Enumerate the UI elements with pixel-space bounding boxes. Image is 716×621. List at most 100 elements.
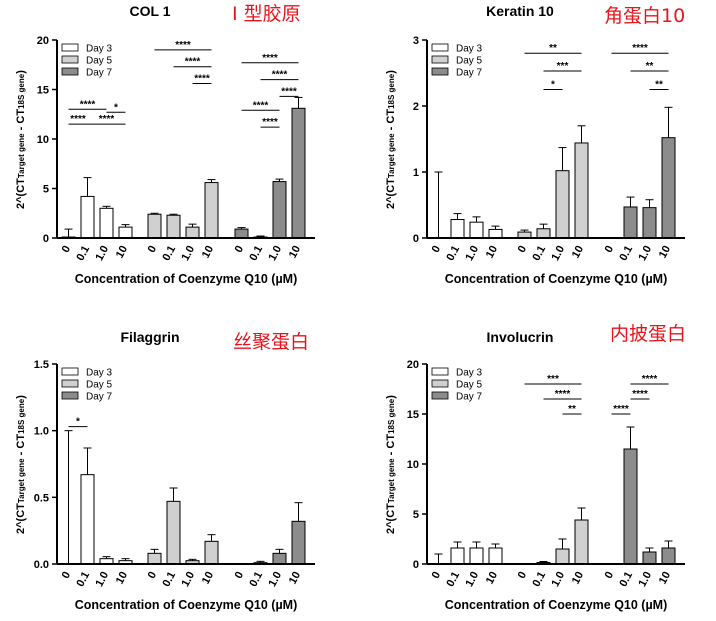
legend-swatch	[431, 367, 449, 376]
bar-day-7	[661, 137, 676, 239]
y-tick-label: 5	[413, 509, 419, 521]
y-tick-label: 0	[43, 233, 49, 245]
x-tick-label: 0.1	[444, 570, 462, 589]
y-tick-label: 10	[37, 134, 49, 146]
significance-label: ***	[557, 61, 569, 72]
bar-day-5	[147, 213, 162, 239]
y-tick-label: 0	[413, 559, 419, 571]
legend-label: Day 7	[86, 68, 113, 79]
bar-day-7	[272, 552, 287, 565]
y-tick-label: 1.5	[34, 359, 49, 371]
y-axis-label: 2^(CTTarget gene - CT18S gene)	[15, 70, 27, 209]
y-tick-label: 5	[43, 184, 49, 196]
chart-title-chinese: 内披蛋白	[610, 323, 686, 345]
y-axis-label-part: )	[15, 395, 27, 399]
bar-day-5	[204, 182, 219, 239]
x-tick-label: 0	[516, 570, 529, 581]
legend-label: Day 7	[456, 392, 483, 403]
significance-label: *	[551, 80, 555, 91]
significance-label: ****	[99, 114, 115, 125]
significance-label: ****	[272, 70, 288, 81]
x-tick-label: 0	[430, 244, 443, 255]
legend-swatch	[61, 367, 79, 376]
y-tick-label: 20	[37, 35, 49, 47]
bar-day-7	[642, 551, 657, 565]
y-axis-label-part: )	[385, 70, 397, 74]
bar-day-7	[661, 547, 676, 565]
x-tick-label: 0.1	[444, 244, 462, 263]
significance-label: ****	[175, 40, 191, 51]
bar-day-7	[234, 228, 249, 239]
x-tick-label: 0	[233, 244, 246, 255]
x-tick-label: 0	[146, 570, 159, 581]
chart-title: Filaggrin	[120, 329, 179, 345]
x-tick-label: 10	[657, 570, 673, 586]
legend-swatch	[61, 43, 79, 52]
x-tick-label: 0.1	[160, 570, 178, 589]
chart-title: COL 1	[130, 3, 171, 19]
x-tick-label: 0	[60, 244, 73, 255]
x-axis-label: Concentration of Coenzyme Q10 (µM)	[445, 272, 668, 286]
x-tick-label: 1.0	[549, 244, 567, 263]
bar-day-3	[488, 547, 503, 565]
x-tick-label: 1.0	[179, 244, 197, 263]
significance-label: *	[76, 417, 80, 428]
x-tick-label: 0.1	[247, 244, 265, 263]
significance-label: *	[114, 102, 118, 113]
y-axis-label-part: 2^(CT	[385, 503, 397, 534]
x-tick-label: 10	[484, 570, 500, 586]
bar-day-7	[623, 206, 638, 239]
significance-label: ****	[632, 43, 648, 54]
y-tick-label: 0.0	[34, 559, 49, 571]
legend-swatch	[61, 379, 79, 388]
legend-swatch	[61, 55, 79, 64]
x-tick-label: 1.0	[549, 570, 567, 589]
y-axis-label-part: 2^(CT	[385, 178, 397, 209]
legend-swatch	[61, 67, 79, 76]
y-axis-label: 2^(CTTarget gene - CT18S gene)	[15, 395, 27, 534]
legend-swatch	[431, 391, 449, 400]
legend-swatch	[431, 67, 449, 76]
x-tick-label: 10	[657, 244, 673, 260]
legend-swatch	[431, 55, 449, 64]
x-tick-label: 10	[200, 570, 216, 586]
y-tick-label: 3	[413, 35, 419, 47]
y-axis-label: 2^(CTTarget gene - CT18S gene)	[385, 395, 397, 534]
significance-label: **	[549, 43, 557, 54]
bar-day-3	[450, 219, 465, 239]
y-tick-label: 15	[407, 409, 419, 421]
x-tick-label: 1.0	[93, 244, 111, 263]
x-tick-label: 10	[287, 244, 303, 260]
legend-label: Day 7	[86, 392, 113, 403]
significance-label: **	[655, 80, 663, 91]
legend-label: Day 5	[86, 56, 113, 67]
x-tick-label: 0	[430, 570, 443, 581]
bar-day-3	[118, 226, 133, 239]
significance-label: ****	[281, 86, 297, 97]
x-tick-label: 1.0	[266, 244, 284, 263]
chart-title-chinese: 角蛋白10	[604, 5, 685, 27]
x-tick-label: 1.0	[636, 570, 654, 589]
legend-label: Day 7	[456, 68, 483, 79]
chart-title: Involucrin	[487, 329, 554, 345]
significance-label: ****	[70, 114, 86, 125]
x-tick-label: 0	[60, 570, 73, 581]
legend-label: Day 3	[456, 368, 483, 379]
x-axis-label: Concentration of Coenzyme Q10 (µM)	[75, 272, 298, 286]
bar-day-5	[204, 540, 219, 565]
bar-day-5	[536, 228, 551, 239]
chart-title-chinese: 丝聚蛋白	[233, 331, 309, 353]
y-tick-label: 0	[413, 233, 419, 245]
bar-day-5	[166, 214, 181, 239]
significance-label: ***	[547, 374, 559, 385]
significance-label: ****	[613, 404, 629, 415]
y-axis-label-part: - CT	[385, 109, 397, 134]
x-tick-label: 0.1	[160, 244, 178, 263]
y-axis-label-part: 18S gene	[17, 73, 26, 109]
legend-label: Day 3	[456, 44, 483, 55]
